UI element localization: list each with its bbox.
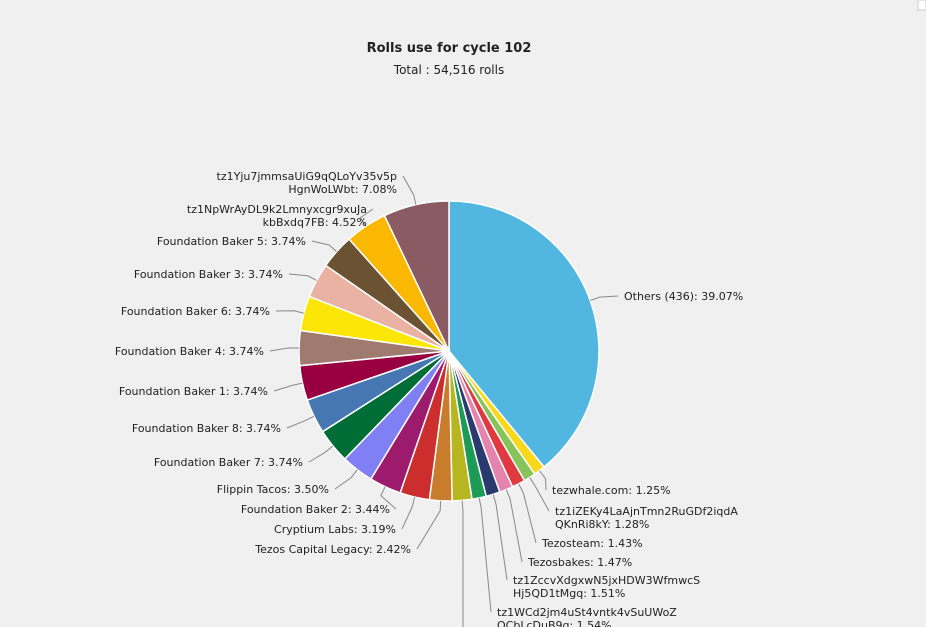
leader-line <box>478 497 492 613</box>
leader-line <box>275 310 304 314</box>
slice-label: Foundation Baker 4: 3.74% <box>115 345 264 358</box>
leader-line <box>311 240 338 252</box>
slice-label: Foundation Baker 7: 3.74% <box>154 456 303 469</box>
slice-label: Foundation Baker 6: 3.74% <box>121 305 270 318</box>
leader-line <box>308 445 334 463</box>
slice-label: QCbLcDuB9q: 1.54% <box>497 619 612 627</box>
slice-label: tz1NpWrAyDL9k2Lmnyxcgr9xuJa <box>187 203 367 216</box>
slice-label: Foundation Baker 8: 3.74% <box>132 422 281 435</box>
slice-label: HgnWoLWbt: 7.08% <box>288 183 397 196</box>
slice-label: kbBxdq7FB: 4.52% <box>263 216 367 229</box>
slice-label: Foundation Baker 1: 3.74% <box>119 385 268 398</box>
slice-label: Cryptium Labs: 3.19% <box>274 523 396 536</box>
slice-label: tz1WCd2jm4uSt4vntk4vSuUWoZ <box>497 606 677 619</box>
leader-line <box>492 494 508 581</box>
slice-label: Flippin Tacos: 3.50% <box>217 483 329 496</box>
slice-label: tz1iZEKy4LaAjnTmn2RuGDf2iqdA <box>555 505 738 518</box>
leader-line <box>539 470 547 491</box>
leader-line <box>334 469 358 490</box>
slice-label: Tezos Capital Legacy: 2.42% <box>254 543 411 556</box>
chart-title: Rolls use for cycle 102 <box>367 41 532 56</box>
leader-line <box>286 415 315 429</box>
leader-line <box>380 486 397 510</box>
leader-line <box>461 500 464 627</box>
leader-line <box>590 295 619 301</box>
slice-label: tezwhale.com: 1.25% <box>552 484 671 497</box>
leader-line <box>402 175 417 205</box>
slice-label: Others (436): 39.07% <box>624 290 743 303</box>
slice-label: QKnRi8kY: 1.28% <box>555 518 649 531</box>
leader-line <box>505 489 523 563</box>
slice-label: Foundation Baker 5: 3.74% <box>157 235 306 248</box>
leader-line <box>269 347 300 352</box>
chart-subtitle: Total : 54,516 rolls <box>393 63 504 77</box>
slice-label: tz1Yju7jmmsaUiG9qQLoYv35v5p <box>217 170 397 183</box>
leader-line <box>273 382 303 392</box>
slice-label: Tezosteam: 1.43% <box>541 537 643 550</box>
pie-slice <box>448 200 600 469</box>
slice-label: Foundation Baker 2: 3.44% <box>241 503 390 516</box>
leader-line <box>401 496 416 530</box>
leader-line <box>359 208 374 227</box>
panel-edge <box>917 0 926 11</box>
slice-label: Tezosbakes: 1.47% <box>527 556 632 569</box>
pie-slice <box>383 200 450 352</box>
slice-label: Hj5QD1tMgq: 1.51% <box>513 587 625 600</box>
leader-line <box>529 477 550 512</box>
leader-line <box>416 500 442 550</box>
leader-line <box>288 273 317 281</box>
slice-label: tz1ZccvXdgxwN5jxHDW3WfmwcS <box>513 574 700 587</box>
leader-line <box>518 483 537 544</box>
slice-label: Foundation Baker 3: 3.74% <box>134 268 283 281</box>
